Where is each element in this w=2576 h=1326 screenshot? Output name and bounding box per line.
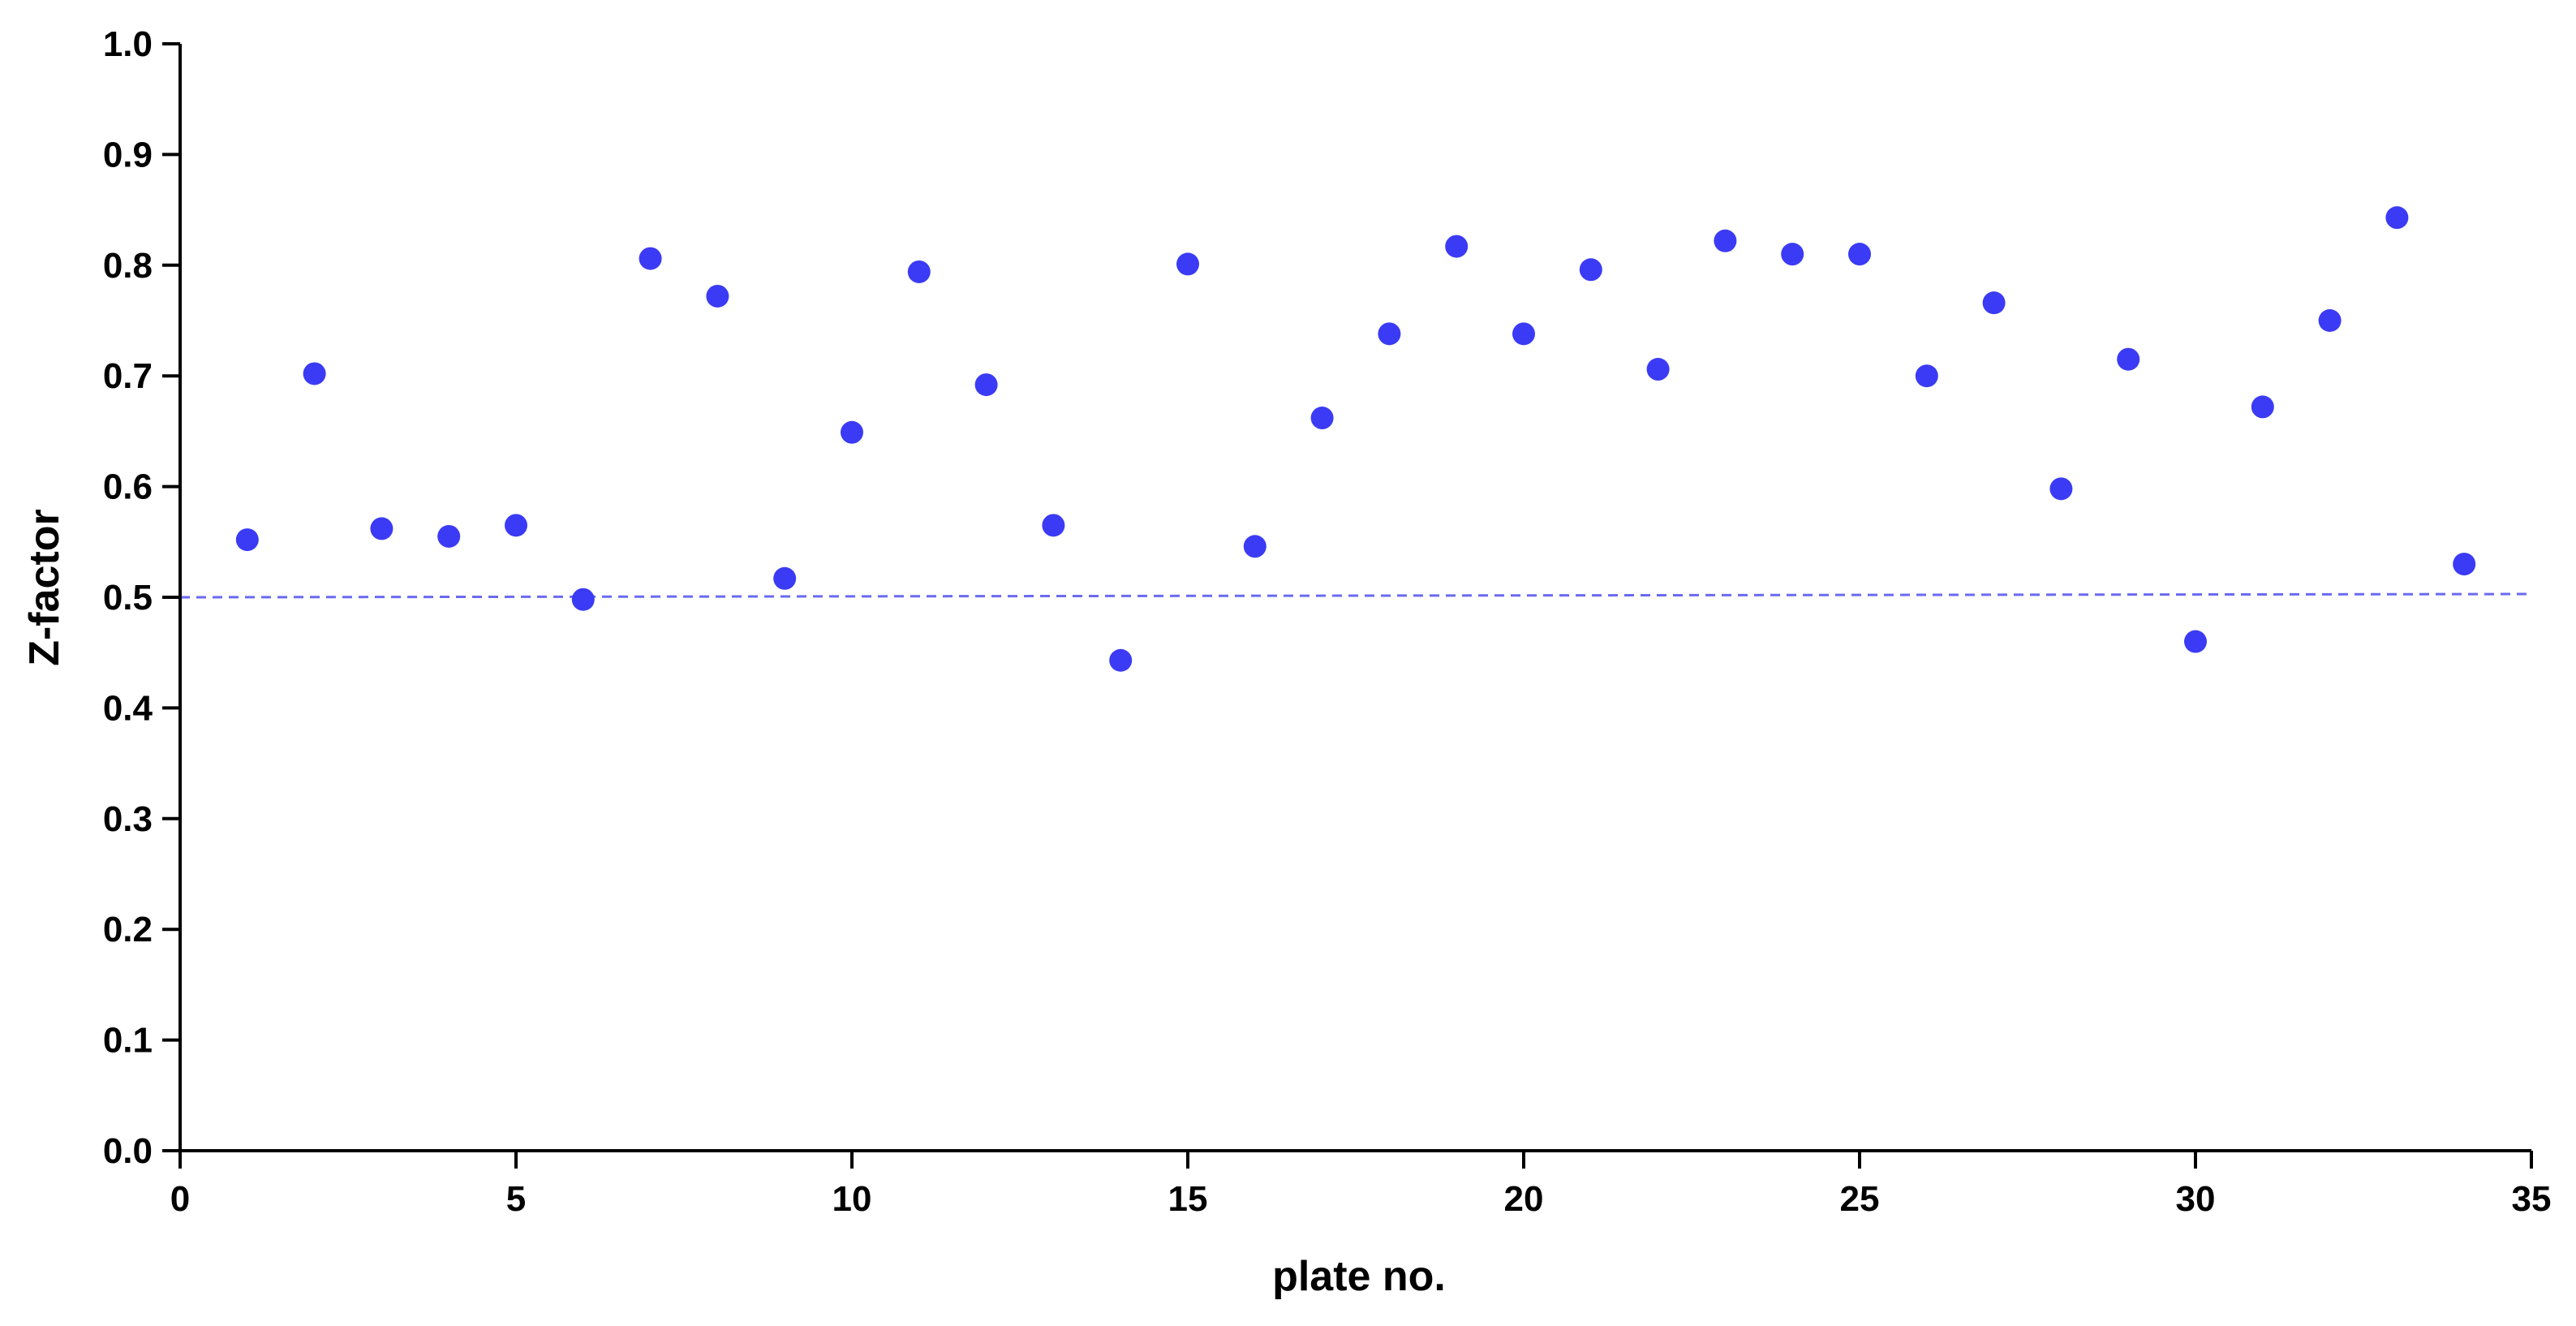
data-point: [2117, 347, 2140, 371]
x-axis-title: plate no.: [1272, 1253, 1446, 1300]
data-point: [303, 362, 326, 385]
y-tick-label: 0.7: [103, 356, 153, 396]
data-point: [773, 566, 797, 590]
x-tick-label: 30: [2176, 1179, 2216, 1219]
axes: [178, 44, 2531, 1152]
x-tick-label: 20: [1504, 1179, 1544, 1219]
y-tick-label: 1.0: [103, 24, 153, 64]
data-point: [2318, 309, 2342, 332]
x-tick-label: 5: [506, 1179, 526, 1219]
data-point: [1445, 235, 1469, 258]
data-point: [1982, 291, 2006, 315]
data-point: [505, 514, 527, 537]
data-point: [1646, 358, 1670, 381]
data-point: [974, 373, 998, 397]
data-point: [2385, 206, 2409, 230]
data-point: [1714, 229, 1737, 252]
tick-labels: 0.0 0.1 0.2 0.3 0.4 0.5 0.6 0.7 0.8 0.9 1.0 0 5 10 15 2…: [103, 24, 2552, 1219]
data-point: [706, 284, 729, 308]
data-point: [235, 528, 259, 552]
data-point: [1310, 407, 1334, 430]
data-point: [370, 517, 393, 540]
data-point: [1378, 322, 1401, 346]
y-tick-label: 0.0: [103, 1131, 153, 1171]
y-tick-label: 0.4: [103, 688, 153, 728]
data-point: [841, 420, 863, 444]
data-point: [1512, 322, 1535, 346]
data-point: [2049, 477, 2073, 501]
x-tick-label: 0: [170, 1179, 190, 1219]
data-point: [2184, 630, 2207, 653]
y-tick-label: 0.3: [103, 799, 153, 839]
data-point: [571, 588, 595, 611]
data-point: [1243, 535, 1266, 558]
data-point: [2251, 395, 2274, 419]
y-axis-title: Z-factor: [21, 509, 68, 666]
data-point: [1848, 243, 1871, 266]
y-tick-label: 0.6: [103, 467, 153, 507]
y-tick-label: 0.5: [103, 578, 153, 618]
reference-line: [179, 592, 2532, 599]
y-tick-label: 0.9: [103, 135, 153, 174]
x-tick-label: 25: [1840, 1179, 1880, 1219]
y-tick-label: 0.2: [103, 910, 153, 949]
data-point: [907, 260, 931, 283]
y-tick-label: 0.1: [103, 1021, 153, 1061]
x-tick-label: 35: [2512, 1179, 2552, 1219]
data-point: [1109, 648, 1133, 672]
x-tick-label: 10: [832, 1179, 872, 1219]
data-point: [1781, 243, 1804, 266]
data-point: [437, 524, 461, 548]
data-point: [1042, 514, 1065, 537]
data-point: [1176, 252, 1199, 276]
data-point: [1579, 258, 1602, 282]
data-points: [235, 206, 2476, 672]
tick-marks: [162, 42, 2533, 1169]
data-point: [1915, 364, 1938, 388]
data-point: [2453, 553, 2476, 576]
data-point: [639, 247, 662, 270]
x-tick-label: 15: [1168, 1179, 1208, 1219]
y-tick-label: 0.8: [103, 246, 153, 286]
reference-line-layer: [179, 592, 2532, 599]
